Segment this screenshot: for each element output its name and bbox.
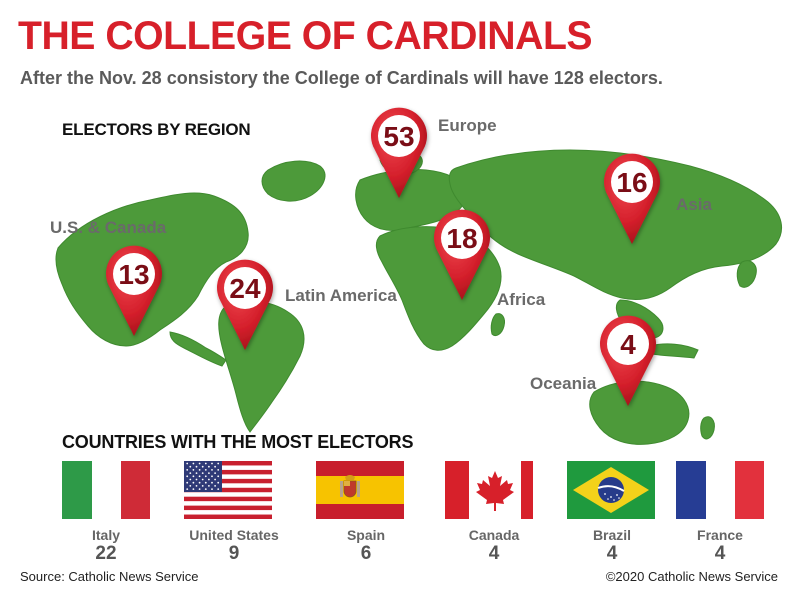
united-states-flag	[184, 461, 272, 519]
region-label-europe: Europe	[438, 116, 497, 135]
pin-number-us-canada: 13	[118, 259, 149, 290]
continents	[55, 149, 783, 445]
australia-landmass	[589, 380, 690, 445]
pin-number-latin-america: 24	[229, 273, 261, 304]
map-pin-oceania: 4	[600, 315, 657, 406]
region-label-africa: Africa	[497, 290, 546, 309]
region-label-oceania: Oceania	[530, 374, 597, 393]
map-pin-latin-america: 24	[217, 259, 273, 350]
country-name-brazil: Brazil	[592, 527, 632, 543]
indonesia-landmass	[649, 343, 699, 359]
regions-heading: ELECTORS BY REGION	[62, 120, 251, 139]
region-label-asia: Asia	[676, 195, 712, 214]
pin-number-oceania: 4	[620, 329, 636, 360]
map-pin-asia: 16	[604, 153, 660, 244]
region-label-latin-america: Latin America	[285, 286, 397, 305]
italy-flag	[62, 461, 150, 519]
map-pin-africa: 18	[434, 209, 490, 300]
country-name-italy: Italy	[91, 527, 120, 543]
country-count-united-states: 9	[228, 543, 240, 564]
spain-flag	[316, 461, 404, 519]
country-name-united-states: United States	[189, 527, 279, 543]
map-pin-europe: 53	[371, 107, 427, 198]
country-name-france: France	[697, 527, 743, 543]
page-title: THE COLLEGE OF CARDINALS	[18, 14, 593, 58]
region-label-us-canada: U.S. & Canada	[50, 218, 167, 237]
country-count-brazil: 4	[606, 543, 618, 564]
world-map: 13 24 53 18 16 4	[55, 107, 783, 445]
country-name-canada: Canada	[468, 527, 520, 543]
pin-number-africa: 18	[446, 223, 477, 254]
region-pins: 13 24 53 18 16 4	[106, 107, 660, 406]
pin-number-asia: 16	[616, 167, 647, 198]
page-subtitle: After the Nov. 28 consistory the College…	[20, 68, 663, 88]
country-count-spain: 6	[360, 543, 372, 564]
canada-flag	[445, 461, 533, 519]
source-credit: Source: Catholic News Service	[20, 569, 199, 584]
japan-landmass	[736, 260, 757, 288]
maple-leaf-icon	[476, 471, 514, 511]
pin-number-europe: 53	[383, 121, 414, 152]
country-count-france: 4	[714, 543, 726, 564]
spain-coat-of-arms-icon	[340, 475, 360, 498]
country-count-italy: 22	[95, 543, 117, 564]
country-name-spain: Spain	[346, 527, 386, 543]
greenland-landmass	[261, 160, 326, 202]
brazil-flag	[567, 461, 655, 519]
copyright-notice: ©2020 Catholic News Service	[605, 569, 778, 584]
country-count-canada: 4	[488, 543, 500, 564]
countries-heading: COUNTRIES WITH THE MOST ELECTORS	[62, 432, 414, 452]
madagascar-landmass	[490, 313, 505, 337]
map-pin-us-canada: 13	[106, 245, 163, 336]
central-america-landmass	[169, 331, 227, 367]
new-zealand-landmass	[700, 416, 715, 440]
france-flag	[676, 461, 764, 519]
